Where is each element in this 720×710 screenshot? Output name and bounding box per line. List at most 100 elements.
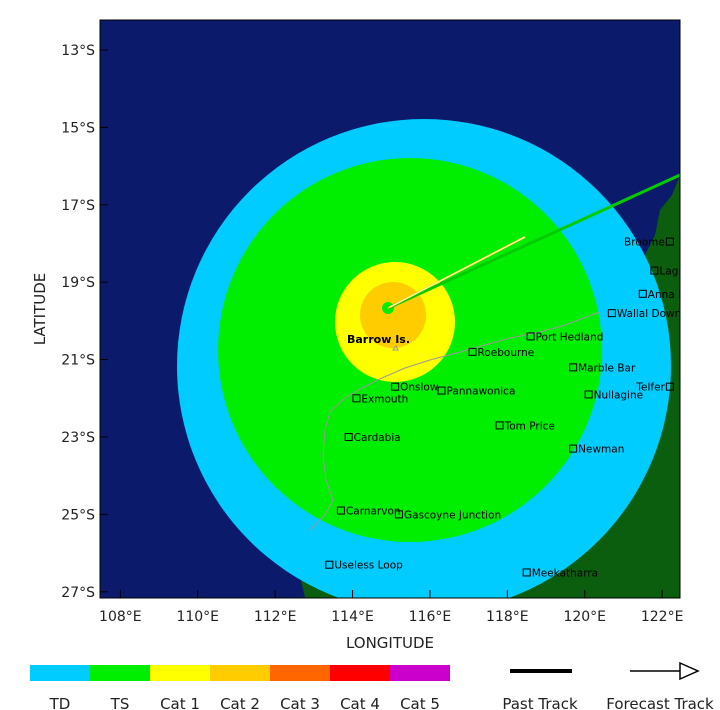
x-axis-title: LONGITUDE xyxy=(346,634,434,652)
town-marker: Gascoyne Junction xyxy=(394,509,501,521)
town-square-icon xyxy=(569,444,578,453)
town-square-icon xyxy=(584,390,593,399)
legend-swatch-cat2 xyxy=(210,665,270,681)
x-tick-label: 120°E xyxy=(563,609,606,625)
y-tick-label: 17°S xyxy=(61,198,95,214)
x-tick-label: 108°E xyxy=(99,609,142,625)
town-marker: Pannawonica xyxy=(437,386,516,398)
town-square-icon xyxy=(526,332,535,341)
town-square-icon xyxy=(638,289,647,298)
town-marker: Carnarvon xyxy=(336,506,401,518)
town-square-icon xyxy=(437,386,446,395)
legend-label-cat3: Cat 3 xyxy=(280,695,320,710)
legend-label-cat2: Cat 2 xyxy=(220,695,260,710)
town-square-icon xyxy=(344,433,353,441)
town-marker: Cardabia xyxy=(344,432,401,444)
town-square-icon xyxy=(650,266,659,275)
town-label: Tom Price xyxy=(504,420,555,432)
x-tick-label: 122°E xyxy=(641,609,684,625)
town-square-icon xyxy=(522,568,531,577)
town-label: Nullagine xyxy=(594,389,643,401)
town-marker: Port Hedland xyxy=(526,331,604,343)
town-label: Onslow xyxy=(400,382,439,394)
town-label: Useless Loop xyxy=(334,560,403,572)
past-track-legend: Past Track xyxy=(502,669,578,710)
town-marker: Wallal Downs xyxy=(607,308,687,320)
legend-swatch-cat5 xyxy=(390,665,450,681)
town-label: Telfer xyxy=(635,382,665,394)
track-highlight xyxy=(389,236,526,308)
legend-label-cat1: Cat 1 xyxy=(160,695,200,710)
town-marker: Exmouth xyxy=(352,393,408,405)
y-tick-label: 27°S xyxy=(61,585,95,601)
town-marker: Onslow xyxy=(391,382,439,394)
forecast-track-label: Forecast Track xyxy=(606,695,714,710)
legend-label-cat5: Cat 5 xyxy=(400,695,440,710)
legend-label-td: TD xyxy=(49,695,71,710)
legend-swatch-cat1 xyxy=(150,665,210,681)
town-label: Cardabia xyxy=(354,432,401,444)
town-label: Newman xyxy=(578,444,624,456)
island-marker xyxy=(392,345,399,351)
town-square-icon xyxy=(569,363,578,372)
town-marker: Newman xyxy=(569,444,624,456)
town-label: Wallal Downs xyxy=(617,308,687,320)
town-label: Broome xyxy=(624,237,665,249)
coastline xyxy=(309,311,601,531)
y-tick-label: 15°S xyxy=(61,120,95,136)
y-tick-label: 21°S xyxy=(61,353,95,369)
past-track-label: Past Track xyxy=(502,695,578,710)
legend: TD TS Cat 1 Cat 2 Cat 3 Cat 4 Cat 5 xyxy=(30,665,450,710)
y-tick-label: 23°S xyxy=(61,430,95,446)
town-square-icon xyxy=(665,237,674,246)
town-marker: Tom Price xyxy=(495,420,555,432)
x-tick-label: 112°E xyxy=(254,609,297,625)
x-tick-label: 114°E xyxy=(331,609,374,625)
town-label: Pannawonica xyxy=(447,386,516,398)
town-marker: Nullagine xyxy=(584,389,643,401)
town-label: Exmouth xyxy=(361,393,408,405)
town-marker: Useless Loop xyxy=(325,560,403,572)
town-square-icon xyxy=(665,382,674,391)
y-tick-label: 19°S xyxy=(61,275,95,291)
y-tick-label: 13°S xyxy=(61,43,95,59)
legend-swatch-td xyxy=(30,665,90,681)
town-square-icon xyxy=(607,309,616,318)
forecast-track-legend: Forecast Track xyxy=(606,661,714,710)
y-tick-label: 25°S xyxy=(61,507,95,523)
town-marker: Marble Bar xyxy=(569,362,636,374)
town-label: Anna Plains xyxy=(648,289,709,301)
legend-label-cat4: Cat 4 xyxy=(340,695,380,710)
map-area: Broome Lagrange Anna Plains Wallal Downs Por… xyxy=(100,20,709,598)
town-markers: Broome Lagrange Anna Plains Wallal Downs Por… xyxy=(325,237,709,579)
x-tick-label: 110°E xyxy=(176,609,219,625)
axis-ticks: 108°E 110°E 112°E 114°E 116°E 118°E 120°E 122°E… xyxy=(61,43,683,625)
x-tick-label: 116°E xyxy=(409,609,452,625)
town-square-icon xyxy=(352,394,361,403)
town-label: Gascoyne Junction xyxy=(404,509,501,521)
town-marker: Broome xyxy=(624,237,674,249)
town-label: Port Hedland xyxy=(536,331,604,343)
town-square-icon xyxy=(336,506,345,515)
town-label: Lagrange xyxy=(659,266,708,278)
legend-swatch-cat4 xyxy=(330,665,390,681)
town-square-icon xyxy=(394,510,403,519)
town-label: Marble Bar xyxy=(578,362,636,374)
legend-swatch-cat3 xyxy=(270,665,330,681)
town-marker: Roebourne xyxy=(468,347,535,359)
town-marker: Lagrange xyxy=(650,266,708,278)
map-border xyxy=(99,19,681,599)
town-square-icon xyxy=(495,421,504,430)
past-track xyxy=(387,173,680,310)
y-axis-title: LATITUDE xyxy=(31,273,49,346)
town-label: Carnarvon xyxy=(346,506,401,518)
legend-label-ts: TS xyxy=(110,695,130,710)
town-label: Roebourne xyxy=(478,347,535,359)
legend-swatch-ts xyxy=(90,665,150,681)
island-label: Barrow Is. xyxy=(347,333,410,346)
town-marker: Anna Plains xyxy=(638,289,709,301)
town-square-icon xyxy=(325,560,334,569)
town-square-icon xyxy=(468,347,477,356)
town-marker: Telfer xyxy=(635,382,674,394)
